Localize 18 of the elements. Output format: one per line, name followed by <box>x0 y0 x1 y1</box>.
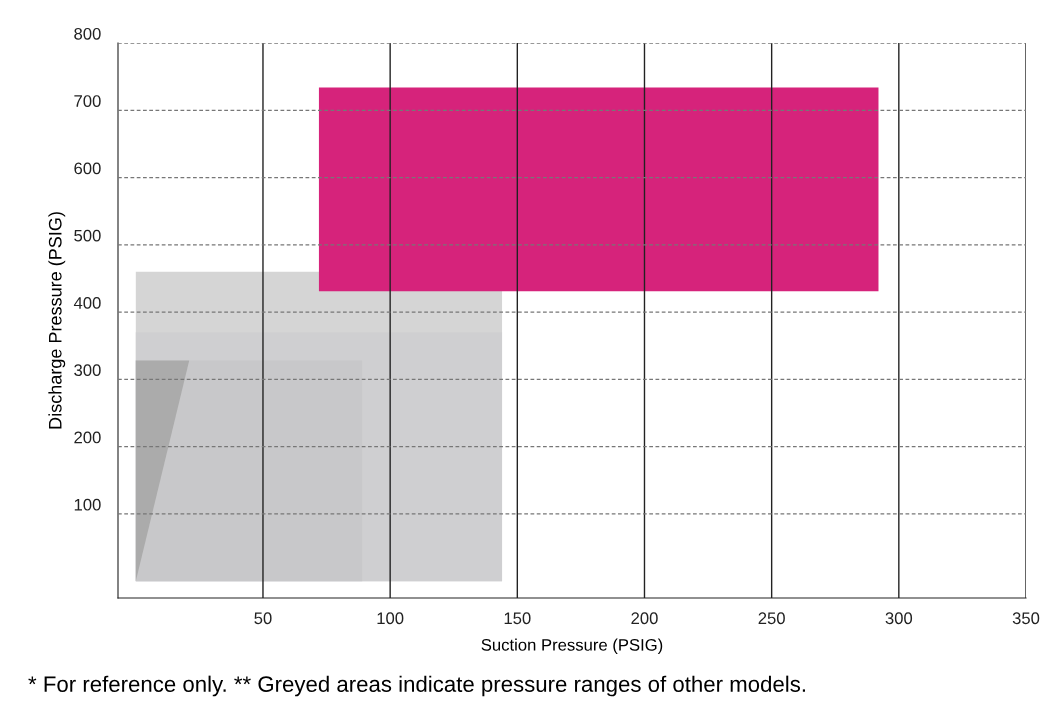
y-tick-label: 800 <box>74 27 101 40</box>
y-tick-label: 100 <box>74 498 101 511</box>
y-tick-label: 400 <box>73 296 101 309</box>
x-tick-label: 200 <box>631 612 658 625</box>
x-tick-label: 50 <box>254 612 272 625</box>
text: * For reference only. ** Greyed areas indicate pressure ranges of other models. <box>28 675 805 697</box>
x-tick-label: 150 <box>504 612 531 625</box>
x-tick-label: 250 <box>758 612 785 625</box>
y-tick-label: 500 <box>74 229 101 242</box>
y-tick-label: 700 <box>74 95 101 107</box>
y-axis-title: Discharge Pressure (PSIG) <box>48 212 66 429</box>
x-tick-label: 300 <box>885 612 913 625</box>
y-tick-label: 200 <box>74 431 101 444</box>
y-tick-label: 300 <box>74 364 101 377</box>
y-tick-label: 600 <box>74 162 101 175</box>
x-tick-label: 100 <box>377 612 404 625</box>
x-tick-label: 350 <box>1012 612 1040 625</box>
x-axis-title: Suction Pressure (PSIG) <box>481 638 663 655</box>
